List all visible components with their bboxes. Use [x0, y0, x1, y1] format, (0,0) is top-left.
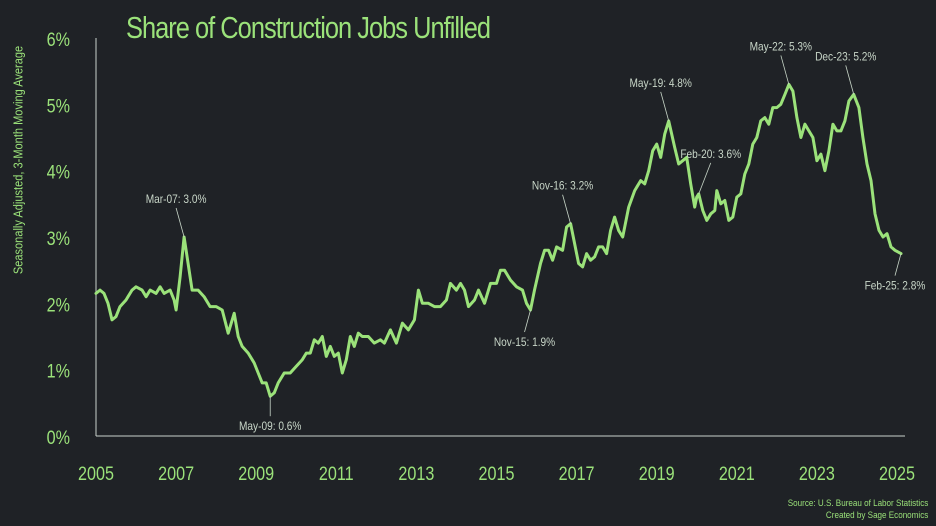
x-tick-label: 2021	[719, 463, 755, 485]
x-tick-label: 2005	[78, 463, 114, 485]
annotation-leader	[175, 207, 185, 238]
y-tick-label: 4%	[47, 161, 71, 183]
source-note: Source: U.S. Bureau of Labor Statistics …	[788, 498, 928, 522]
annotation-label: Nov-16: 3.2%	[532, 180, 594, 193]
x-tick-label: 2013	[398, 463, 434, 485]
annotation-leader	[845, 65, 855, 95]
annotation-label: Feb-20: 3.6%	[680, 148, 741, 161]
y-tick-label: 5%	[47, 95, 71, 117]
annotation-label: May-19: 4.8%	[629, 77, 692, 90]
series-line	[94, 82, 903, 398]
y-tick-label: 3%	[47, 228, 71, 250]
annotation-label: May-09: 0.6%	[239, 421, 302, 434]
credit-line: Created by Sage Economics	[825, 510, 928, 521]
x-tick-label: 2023	[799, 463, 835, 485]
x-tick-label: 2007	[158, 463, 194, 485]
x-tick-label: 2017	[559, 463, 595, 485]
y-tick-label: 6%	[47, 29, 71, 51]
x-tick-label: 2019	[639, 463, 675, 485]
x-tick-label: 2011	[319, 463, 354, 485]
x-tick-label: 2025	[879, 463, 915, 485]
y-tick-label: 2%	[47, 294, 71, 316]
annotation-leader	[524, 309, 531, 333]
annotation-leader	[660, 91, 670, 122]
annotation-label: Nov-15: 1.9%	[494, 336, 556, 349]
annotation-label: May-22: 5.3%	[750, 41, 813, 54]
annotation-label: Dec-23: 5.2%	[815, 51, 877, 64]
annotation-leader	[562, 194, 571, 224]
annotation-leader	[698, 162, 712, 195]
chart-title: Share of Construction Jobs Unfilled	[126, 10, 491, 45]
source-line: Source: U.S. Bureau of Labor Statistics	[787, 498, 928, 509]
y-tick-label: 1%	[47, 360, 71, 382]
x-tick-label: 2009	[238, 463, 274, 485]
y-tick-label: 0%	[47, 427, 71, 449]
annotation-label: Mar-07: 3.0%	[146, 193, 207, 206]
annotation-label: Feb-25: 2.8%	[865, 280, 926, 293]
annotation-leader	[894, 253, 902, 276]
x-tick-label: 2015	[479, 463, 515, 485]
annotation-leader	[780, 55, 790, 85]
